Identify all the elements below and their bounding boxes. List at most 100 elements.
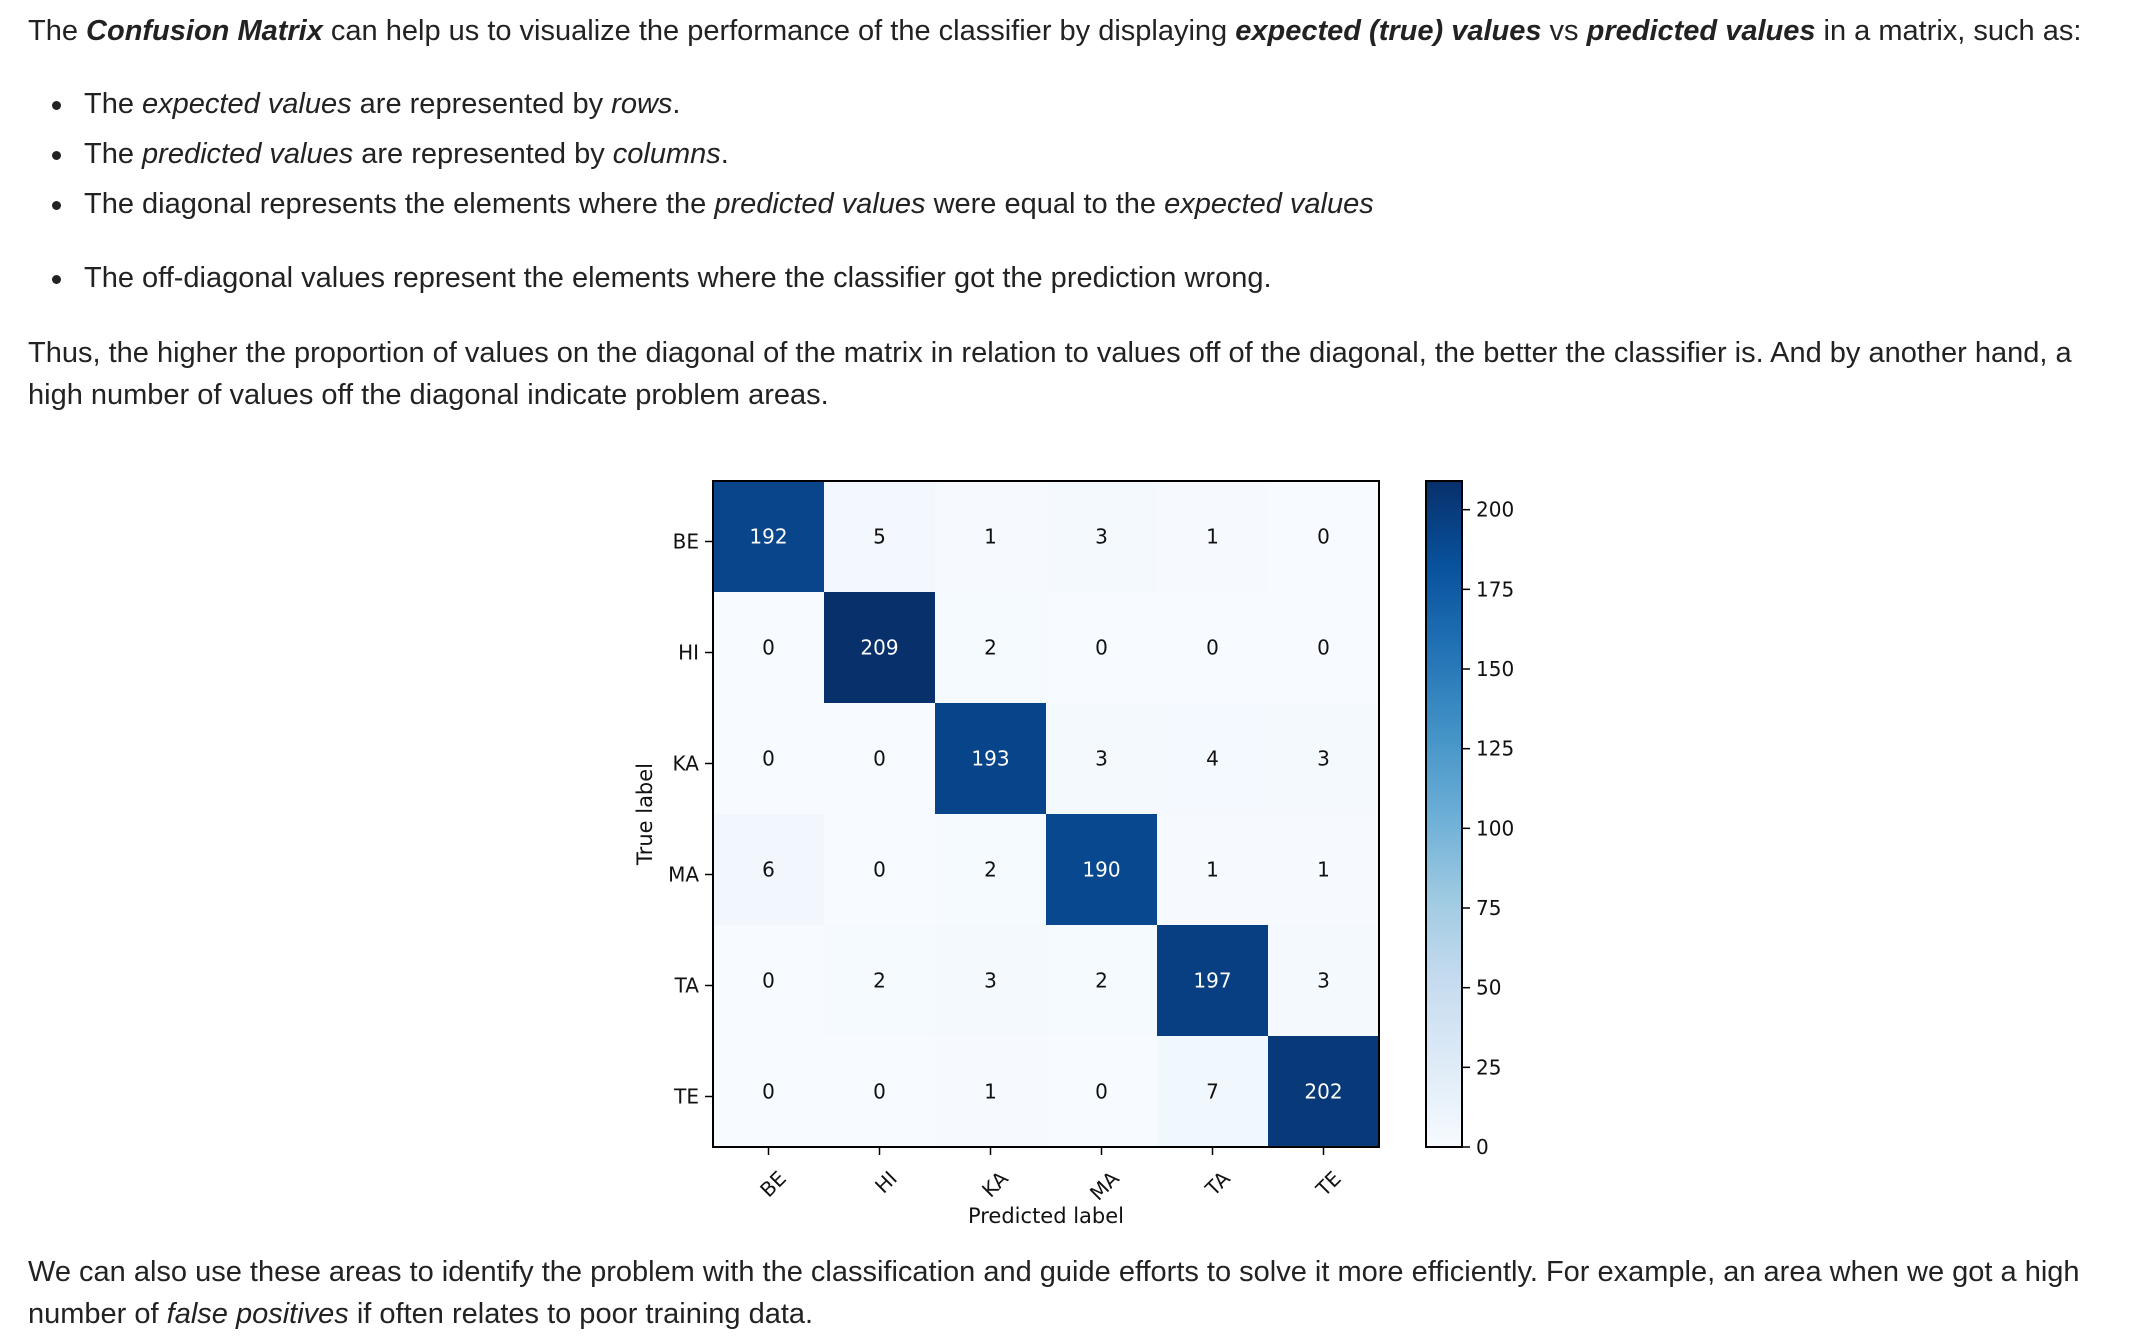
- matrix-cell: [935, 925, 1047, 1037]
- closing-text-1: We can also use these areas to identify …: [28, 1256, 2080, 1330]
- confusion-matrix-term: Confusion Matrix: [86, 15, 323, 47]
- matrix-cell: [1157, 925, 1269, 1037]
- cell-value-label: 5: [873, 525, 886, 549]
- cell-value-label: 202: [1304, 1080, 1342, 1104]
- bullet-icon: [52, 201, 61, 210]
- matrix-cell: [1157, 592, 1269, 704]
- cell-value-label: 0: [1317, 636, 1330, 660]
- y-axis-ticks: BE HI KA MA TA TE: [668, 530, 713, 1109]
- y-tick-label: BE: [673, 530, 699, 554]
- colorbar-tick-label: 200: [1476, 498, 1514, 522]
- bullet-emphasis: expected values: [142, 88, 352, 120]
- bullet-text: are represented by: [351, 88, 612, 120]
- matrix-cell: [713, 703, 825, 815]
- cell-value-label: 0: [873, 747, 886, 771]
- bullet-text: The diagonal represents the elements whe…: [84, 188, 715, 220]
- cell-value-label: 197: [1193, 969, 1231, 993]
- matrix-cell: [713, 814, 825, 926]
- list-item: The predicted values are represented by …: [28, 133, 2128, 183]
- matrix-cell: [1157, 703, 1269, 815]
- x-tick-label: TA: [1200, 1166, 1235, 1201]
- cell-value-label: 0: [1206, 636, 1219, 660]
- list-item: The diagonal represents the elements whe…: [28, 183, 2128, 233]
- matrix-cell: [713, 1036, 825, 1148]
- matrix-cell: [824, 592, 936, 704]
- cell-value-label: 190: [1082, 858, 1120, 882]
- cell-value-label: 2: [1095, 969, 1108, 993]
- expected-values-term: expected (true) values: [1235, 15, 1542, 47]
- matrix-cell: [1268, 703, 1380, 815]
- y-tick-label: TE: [673, 1085, 699, 1109]
- matrix-cell: [935, 814, 1047, 926]
- colorbar-tick-label: 0: [1476, 1135, 1489, 1159]
- matrix-cell: [1046, 592, 1158, 704]
- cell-value-label: 0: [1095, 636, 1108, 660]
- cell-value-label: 0: [1095, 1080, 1108, 1104]
- intro-text-2: can help us to visualize the performance…: [322, 15, 1236, 47]
- cell-value-label: 209: [860, 636, 898, 660]
- cell-value-label: 2: [873, 969, 886, 993]
- bullet-list: The expected values are represented by r…: [28, 83, 2128, 307]
- y-axis-label: True label: [633, 763, 657, 866]
- y-tick-label: MA: [668, 863, 699, 887]
- cell-value-label: 192: [749, 525, 787, 549]
- matrix-cell: [1046, 703, 1158, 815]
- x-tick-label: BE: [755, 1166, 791, 1202]
- colorbar-ticks: 0 25 50 75 100 125 150 175 200: [1462, 498, 1514, 1159]
- matrix-cell: [1046, 481, 1158, 593]
- bullet-text: .: [720, 138, 729, 170]
- bullet-emphasis: rows: [611, 88, 673, 120]
- matrix-cell: [824, 925, 936, 1037]
- matrix-cells: 192 5 1 3 1 0 0 209 2 0 0 0 0 0 193 3 4 3 6 0 2 190 1 1 0 2 3 2 197 3…: [713, 481, 1380, 1148]
- y-tick-label: KA: [673, 752, 700, 776]
- cell-value-label: 2: [984, 636, 997, 660]
- matrix-cell: [1046, 1036, 1158, 1148]
- intro-text-1: The: [28, 15, 87, 47]
- matrix-cell: [935, 1036, 1047, 1148]
- matrix-cell: [935, 592, 1047, 704]
- matrix-cell: [935, 481, 1047, 593]
- y-tick-label: HI: [678, 641, 699, 665]
- cell-value-label: 0: [762, 747, 775, 771]
- bullet-text: The: [84, 88, 143, 120]
- thus-paragraph: Thus, the higher the proportion of value…: [28, 337, 2072, 411]
- matrix-cell: [1157, 1036, 1269, 1148]
- bullet-text: The: [84, 138, 143, 170]
- bullet-icon: [52, 101, 61, 110]
- bullet-emphasis: predicted values: [714, 188, 926, 220]
- cell-value-label: 0: [873, 1080, 886, 1104]
- bullet-text: are represented by: [353, 138, 613, 170]
- matrix-cell: [1268, 1036, 1380, 1148]
- closing-paragraph: We can also use these areas to identify …: [28, 1251, 2128, 1335]
- x-axis-ticks: BE HI KA MA TA TE: [755, 1147, 1346, 1205]
- y-tick-label: TA: [674, 974, 700, 998]
- bullet-emphasis: expected values: [1164, 188, 1374, 220]
- bullet-text: were equal to the: [925, 188, 1165, 220]
- matrix-cell: [713, 481, 825, 593]
- cell-value-label: 1: [1206, 525, 1219, 549]
- bullet-text: .: [672, 88, 681, 120]
- cell-value-label: 1: [1206, 858, 1219, 882]
- x-axis-label: Predicted label: [968, 1204, 1124, 1228]
- colorbar-tick-label: 75: [1476, 896, 1501, 920]
- cell-value-label: 1: [984, 525, 997, 549]
- cell-value-label: 2: [984, 858, 997, 882]
- bullet-icon: [52, 151, 61, 160]
- intro-vs: vs: [1541, 15, 1587, 47]
- x-tick-label: KA: [977, 1166, 1013, 1202]
- false-positives-term: false positives: [166, 1298, 349, 1330]
- matrix-cell: [1157, 481, 1269, 593]
- predicted-values-term: predicted values: [1586, 15, 1816, 47]
- list-item: The off-diagonal values represent the el…: [28, 257, 2128, 307]
- cell-value-label: 0: [762, 969, 775, 993]
- colorbar-tick-label: 50: [1476, 976, 1501, 1000]
- matrix-cell: [713, 925, 825, 1037]
- cell-value-label: 3: [984, 969, 997, 993]
- matrix-cell: [1157, 814, 1269, 926]
- bullet-icon: [52, 275, 61, 284]
- colorbar-tick-label: 100: [1476, 816, 1514, 840]
- cell-value-label: 0: [873, 858, 886, 882]
- colorbar: 0 25 50 75 100 125 150 175 200: [1425, 480, 1514, 1159]
